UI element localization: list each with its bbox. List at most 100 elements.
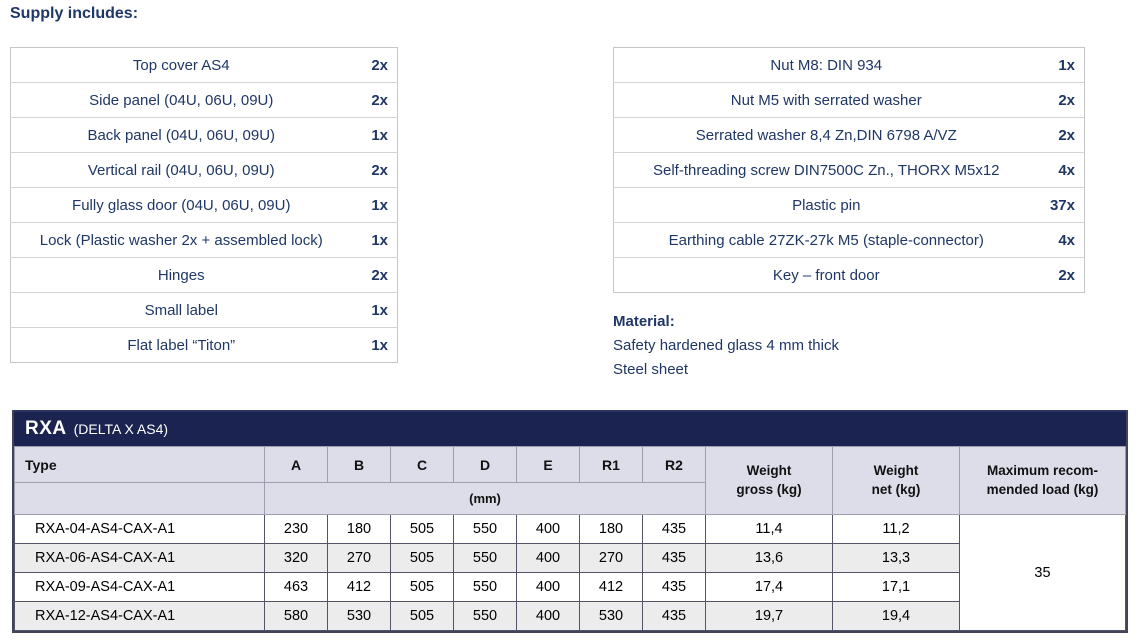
supply-item-qty: 2x <box>371 91 388 109</box>
rxa-weight-net-cell: 17,1 <box>832 572 960 602</box>
rxa-weight-gross-cell: 19,7 <box>705 601 833 631</box>
rxa-series-subtitle: (DELTA X AS4) <box>73 421 169 437</box>
supply-row: Serrated washer 8,4 Zn,DIN 6798 A/VZ 2x <box>613 118 1085 153</box>
supply-item-qty: 1x <box>371 336 388 354</box>
supply-item-name: Back panel (04U, 06U, 09U) <box>87 126 276 144</box>
rxa-unit-label: (mm) <box>264 482 706 515</box>
rxa-dim-header: R2 <box>642 446 706 483</box>
supply-item-name: Hinges <box>157 266 205 284</box>
rxa-spec-table: RXA (DELTA X AS4) Type A B C D E R1 R2 <box>12 410 1128 633</box>
rxa-dim-cell: 530 <box>327 601 391 631</box>
supply-item-qty: 2x <box>1058 266 1075 284</box>
supply-item-name: Nut M8: DIN 934 <box>770 56 883 74</box>
rxa-dim-header: A <box>264 446 328 483</box>
rxa-dim-cell: 412 <box>327 572 391 602</box>
rxa-dim-cell: 435 <box>642 601 706 631</box>
rxa-dim-header: B <box>327 446 391 483</box>
supply-item-name: Self-threading screw DIN7500C Zn., THORX… <box>652 161 1000 179</box>
supply-row: Nut M5 with serrated washer 2x <box>613 83 1085 118</box>
rxa-dim-cell: 400 <box>516 601 580 631</box>
supply-row: Fully glass door (04U, 06U, 09U) 1x <box>10 188 398 223</box>
supply-item-qty: 37x <box>1049 196 1075 214</box>
supply-includes-heading: Supply includes: <box>10 5 139 22</box>
rxa-dim-cell: 435 <box>642 543 706 573</box>
material-line: Steel sheet <box>613 361 689 378</box>
supply-item-name: Lock (Plastic washer 2x + assembled lock… <box>39 231 323 249</box>
rxa-weight-net-cell: 11,2 <box>832 514 960 544</box>
supply-row: Earthing cable 27ZK-27k M5 (staple-conne… <box>613 223 1085 258</box>
rxa-dim-header: E <box>516 446 580 483</box>
rxa-dim-cell: 505 <box>390 572 454 602</box>
supply-table-left: Top cover AS4 2x Side panel (04U, 06U, 09U… <box>10 47 398 363</box>
supply-item-qty: 2x <box>1058 126 1075 144</box>
rxa-dim-cell: 550 <box>453 543 517 573</box>
supply-item-name: Key – front door <box>772 266 880 284</box>
supply-row: Nut M8: DIN 934 1x <box>613 48 1085 83</box>
rxa-dim-cell: 400 <box>516 543 580 573</box>
rxa-weight-net-cell: 19,4 <box>832 601 960 631</box>
supply-row: Vertical rail (04U, 06U, 09U) 2x <box>10 153 398 188</box>
material-line: Safety hardened glass 4 mm thick <box>613 337 839 354</box>
rxa-dim-cell: 320 <box>264 543 328 573</box>
rxa-weight-net-cell: 13,3 <box>832 543 960 573</box>
rxa-dim-cell: 412 <box>579 572 643 602</box>
material-heading: Material: <box>613 313 675 330</box>
rxa-dim-cell: 230 <box>264 514 328 544</box>
supply-item-qty: 2x <box>1058 91 1075 109</box>
rxa-dim-cell: 180 <box>327 514 391 544</box>
supply-item-qty: 1x <box>371 126 388 144</box>
supply-row: Flat label “Titon” 1x <box>11 328 398 363</box>
supply-item-name: Serrated washer 8,4 Zn,DIN 6798 A/VZ <box>695 126 957 144</box>
rxa-row: RXA-04-AS4-CAX-A1 230 180 505 550 400 180 435 11… <box>14 514 1126 631</box>
rxa-weight-gross-cell: 13,6 <box>705 543 833 573</box>
supply-row: Small label 1x <box>10 293 398 328</box>
rxa-weight-gross-cell: 17,4 <box>705 572 833 602</box>
rxa-title-bar: RXA (DELTA X AS4) <box>14 410 1126 446</box>
supply-item-name: Small label <box>144 301 218 319</box>
supply-row: Key – front door 2x <box>614 258 1085 293</box>
rxa-dim-cell: 580 <box>264 601 328 631</box>
supply-row: Top cover AS4 2x <box>10 48 398 83</box>
rxa-dim-cell: 400 <box>516 572 580 602</box>
rxa-row: RXA-12-AS4-CAX-A1 580 530 505 550 400 530 435 19… <box>14 601 1126 631</box>
supply-item-name: Side panel (04U, 06U, 09U) <box>89 91 274 109</box>
supply-row: Plastic pin 37x <box>613 188 1085 223</box>
rxa-dim-header: R1 <box>579 446 643 483</box>
supply-item-qty: 2x <box>371 56 388 74</box>
rxa-dim-cell: 505 <box>390 514 454 544</box>
supply-row: Lock (Plastic washer 2x + assembled lock… <box>10 223 398 258</box>
supply-item-qty: 2x <box>371 266 388 284</box>
rxa-dim-cell: 180 <box>579 514 643 544</box>
supply-item-name: Flat label “Titon” <box>127 336 236 354</box>
rxa-row: RXA-06-AS4-CAX-A1 320 270 505 550 400 270 435 13… <box>14 543 1126 573</box>
supply-row: Back panel (04U, 06U, 09U) 1x <box>10 118 398 153</box>
supply-item-name: Plastic pin <box>792 196 861 214</box>
rxa-dim-cell: 550 <box>453 572 517 602</box>
rxa-type-cell: RXA-06-AS4-CAX-A1 <box>14 543 265 573</box>
material-section: Material: Safety hardened glass 4 mm thi… <box>613 310 839 382</box>
rxa-dim-header: D <box>453 446 517 483</box>
supply-item-qty: 1x <box>371 231 388 249</box>
rxa-dim-cell: 550 <box>453 514 517 544</box>
supply-row: Hinges 2x <box>10 258 398 293</box>
supply-item-name: Top cover AS4 <box>132 56 230 74</box>
rxa-type-cell: RXA-04-AS4-CAX-A1 <box>14 514 265 544</box>
supply-item-name: Fully glass door (04U, 06U, 09U) <box>72 196 291 214</box>
rxa-type-subheader-empty <box>14 482 265 515</box>
rxa-dim-cell: 270 <box>327 543 391 573</box>
supply-item-name: Nut M5 with serrated washer <box>730 91 922 109</box>
supply-item-qty: 4x <box>1058 231 1075 249</box>
supply-item-name: Earthing cable 27ZK-27k M5 (staple-conne… <box>668 231 984 249</box>
rxa-dim-cell: 435 <box>642 572 706 602</box>
rxa-type-cell: RXA-12-AS4-CAX-A1 <box>14 601 265 631</box>
rxa-weight-net-header: Weight net (kg) <box>832 446 960 515</box>
rxa-type-header: Type <box>14 446 265 483</box>
rxa-max-load-cell: 35 <box>959 514 1126 631</box>
rxa-series-title: RXA <box>25 418 67 439</box>
rxa-dim-cell: 505 <box>390 543 454 573</box>
supply-item-name: Vertical rail (04U, 06U, 09U) <box>87 161 275 179</box>
supply-item-qty: 1x <box>1058 56 1075 74</box>
rxa-dim-cell: 435 <box>642 514 706 544</box>
rxa-dim-header: C <box>390 446 454 483</box>
